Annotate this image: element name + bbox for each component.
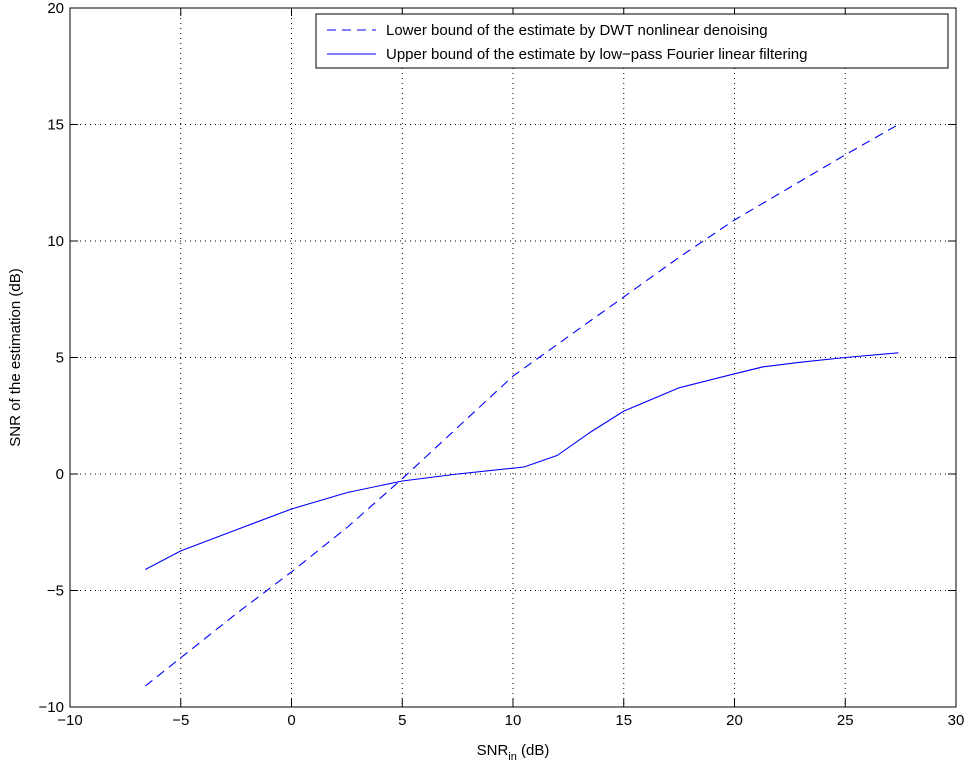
legend-label-fourier: Upper bound of the estimate by low−pass … [386, 46, 807, 63]
series-line-dwt [144, 124, 899, 687]
x-tick-label: −5 [172, 712, 189, 729]
grid [70, 8, 956, 707]
x-tick-label: 30 [948, 712, 965, 729]
y-tick-label: 20 [47, 0, 64, 17]
x-tick-label: 25 [837, 712, 854, 729]
x-tick-label: −10 [57, 712, 82, 729]
y-tick-label: −5 [47, 583, 64, 600]
legend: Lower bound of the estimate by DWT nonli… [315, 13, 949, 69]
y-tick-label: −10 [39, 699, 64, 716]
y-tick-label: 15 [47, 117, 64, 134]
y-tick-label: 10 [47, 233, 64, 250]
legend-box [315, 13, 949, 69]
x-tick-label: 15 [615, 712, 632, 729]
y-tick-label: 5 [56, 350, 64, 367]
x-tick-label: 20 [726, 712, 743, 729]
series-line-fourier [145, 352, 899, 570]
x-tick-label: 0 [287, 712, 295, 729]
plot-frame [69, 7, 957, 708]
x-axis-label: SNRin (dB) [477, 742, 550, 763]
x-tick-label: 5 [398, 712, 406, 729]
x-tick-label: 10 [505, 712, 522, 729]
axis-ticks: −10 −5 0 5 10 15 20 25 30 −10 −5 0 5 10 15 20 [39, 0, 965, 729]
y-tick-label: 0 [56, 466, 64, 483]
series-group [144, 124, 899, 687]
y-axis-label: SNR of the estimation (dB) [7, 268, 24, 446]
legend-label-dwt: Lower bound of the estimate by DWT nonli… [386, 22, 768, 39]
